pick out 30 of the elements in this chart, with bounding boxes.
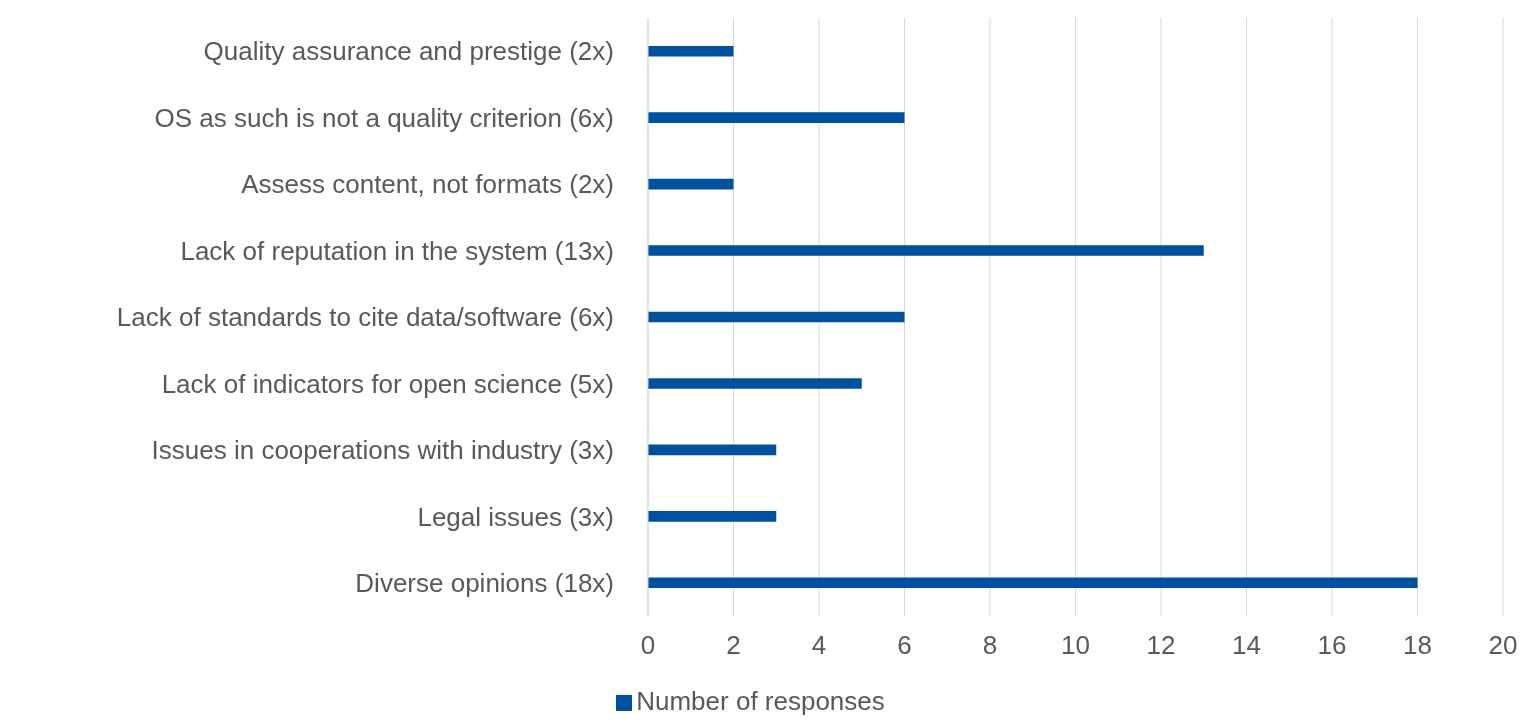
bar xyxy=(648,444,777,456)
x-tick-label: 2 xyxy=(726,630,741,661)
bar xyxy=(648,245,1204,256)
x-tick-label: 16 xyxy=(1317,630,1347,661)
bar xyxy=(648,378,862,389)
x-tick-label: 0 xyxy=(640,630,656,661)
y-tick-label: Lack of indicators for open science (5x) xyxy=(161,368,614,399)
x-tick-label: 18 xyxy=(1403,630,1432,661)
bar xyxy=(648,311,905,323)
x-tick-label: 12 xyxy=(1146,630,1176,661)
x-tick-label: 14 xyxy=(1232,630,1261,661)
y-tick-label: Lack of reputation in the system (13x) xyxy=(180,235,614,266)
bar xyxy=(648,577,1418,589)
bar xyxy=(648,178,734,190)
x-tick-label: 6 xyxy=(897,630,912,661)
legend-label: Number of responses xyxy=(636,686,885,716)
bar xyxy=(648,511,777,522)
x-tick-label: 10 xyxy=(1061,630,1090,661)
x-tick-label: 20 xyxy=(1488,630,1518,661)
x-tick-label: 4 xyxy=(811,630,827,661)
y-tick-label: Issues in cooperations with industry (3x) xyxy=(151,435,614,466)
y-tick-label: Assess content, not formats (2x) xyxy=(241,169,614,200)
bar xyxy=(648,45,734,57)
y-tick-label: Diverse opinions (18x) xyxy=(355,568,614,599)
bar xyxy=(648,112,905,123)
y-tick-label: Quality assurance and prestige (2x) xyxy=(203,36,614,67)
x-tick-label: 8 xyxy=(982,630,998,661)
y-tick-label: Legal issues (3x) xyxy=(417,501,614,532)
y-tick-label: Lack of standards to cite data/software (6x) xyxy=(116,302,614,333)
y-tick-label: OS as such is not a quality criterion (6x) xyxy=(154,102,614,133)
